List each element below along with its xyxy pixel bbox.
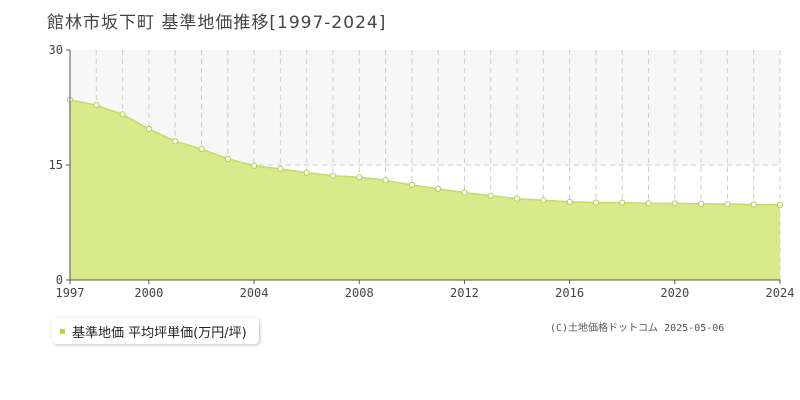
x-tick-label: 1997 — [56, 286, 85, 300]
data-point-2001 — [172, 138, 179, 145]
x-tick-label: 2020 — [660, 286, 689, 300]
data-points — [66, 96, 784, 208]
y-tick-labels: 0 15 30 — [49, 43, 70, 287]
data-point-2007 — [329, 172, 337, 179]
data-point-2008 — [356, 174, 363, 181]
copyright-text: (C)土地価格ドットコム 2025-05-06 — [550, 323, 725, 334]
data-point-2016 — [566, 198, 573, 205]
data-point-2022 — [724, 201, 731, 208]
chart-title: 館林市坂下町 基準地価推移[1997-2024] — [47, 13, 387, 33]
data-point-1998 — [93, 102, 100, 109]
data-point-2024 — [776, 201, 784, 208]
data-point-2018 — [619, 199, 626, 206]
data-point-2017 — [592, 199, 600, 206]
data-point-2012 — [461, 189, 468, 196]
data-point-2023 — [750, 201, 757, 208]
x-tick-label: 2004 — [240, 286, 269, 300]
data-point-2004 — [250, 162, 258, 169]
data-point-2006 — [303, 169, 310, 176]
data-point-2000 — [145, 125, 152, 133]
x-tick-label: 2016 — [555, 286, 584, 300]
price-line — [69, 99, 781, 206]
y-tick-label: 15 — [49, 158, 63, 172]
data-point-2011 — [435, 185, 442, 192]
data-point-2003 — [224, 155, 231, 162]
data-point-2019 — [645, 200, 652, 207]
x-tick-labels: 1997 2000 2004 2008 2012 2016 2020 2024 — [56, 280, 795, 300]
price-area — [70, 99, 780, 280]
data-point-2014 — [513, 195, 521, 202]
data-point-2015 — [540, 197, 547, 204]
data-point-2021 — [698, 200, 705, 207]
data-point-1999 — [119, 111, 126, 118]
x-tick-label: 2000 — [134, 286, 163, 300]
y-tick-label: 0 — [56, 273, 63, 287]
data-point-2013 — [487, 192, 494, 199]
data-point-2009 — [382, 177, 389, 184]
y-tick-label: 30 — [49, 43, 63, 57]
land-price-chart: 0 15 30 1997 2000 2004 2008 2012 2016 2020 2024 — [49, 43, 795, 300]
x-tick-label: 2012 — [450, 286, 479, 300]
data-point-2010 — [408, 181, 415, 189]
data-point-2002 — [198, 145, 205, 152]
data-point-2020 — [671, 200, 678, 207]
data-point-2005 — [277, 165, 284, 172]
x-tick-label: 2008 — [345, 286, 374, 300]
legend-label: 基準地価 平均坪単価(万円/坪) — [72, 325, 247, 341]
chart-legend: 基準地価 平均坪単価(万円/坪) — [52, 318, 259, 344]
legend-swatch-icon — [60, 328, 65, 334]
x-tick-label: 2024 — [766, 286, 795, 300]
